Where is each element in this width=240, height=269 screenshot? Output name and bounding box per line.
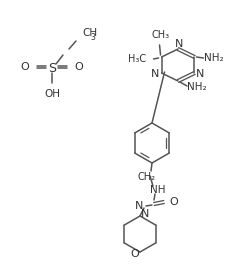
Text: O: O [131,249,139,259]
Text: O: O [170,197,178,207]
Text: H₃C: H₃C [128,54,147,64]
Text: N: N [141,209,149,219]
Text: NH₂: NH₂ [187,82,207,92]
Text: NH₂: NH₂ [204,53,223,63]
Text: CH: CH [82,28,97,38]
Text: N: N [135,201,143,211]
Text: O: O [75,62,83,72]
Text: NH: NH [150,185,166,195]
Text: S: S [48,62,56,75]
Text: 3: 3 [90,33,96,41]
Text: N: N [196,69,205,79]
Text: CH₃: CH₃ [151,30,170,40]
Text: N: N [151,69,160,79]
Text: CH₂: CH₂ [137,172,155,182]
Text: OH: OH [44,89,60,99]
Text: N: N [175,39,183,49]
Text: O: O [21,62,29,72]
